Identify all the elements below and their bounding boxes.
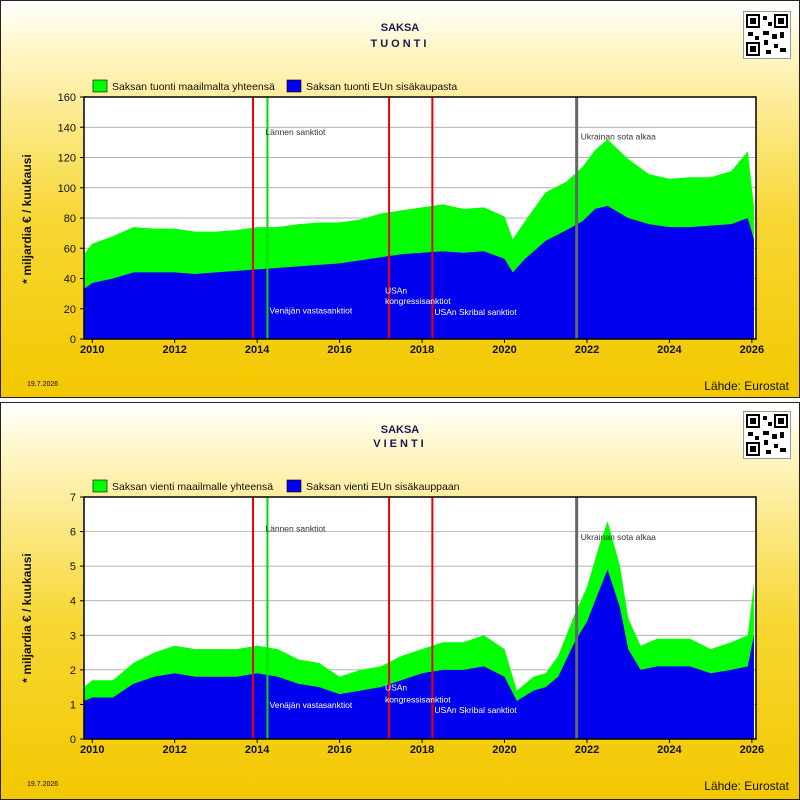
legend-swatch-eu <box>286 479 302 493</box>
y-tick-label: 1 <box>70 699 76 711</box>
source-label: Lähde: Eurostat <box>704 779 789 793</box>
date-stamp: 19.7.2026 <box>27 781 59 788</box>
y-tick-label: 4 <box>70 596 76 608</box>
chart-subtitle: VIENTI <box>373 438 427 450</box>
x-tick-label: 2020 <box>492 344 516 356</box>
x-tick-label: 2018 <box>410 744 434 756</box>
x-tick-label: 2022 <box>575 344 599 356</box>
y-tick-label: 120 <box>58 153 76 165</box>
export-chart: Lännen sanktiot Venäjän vastasanktiot USAn… <box>20 479 764 756</box>
x-tick-label: 2018 <box>410 344 434 356</box>
y-tick-label: 20 <box>64 304 76 316</box>
qr-code-icon <box>743 411 791 459</box>
annotation-label: Venäjän vastasanktiot <box>270 305 353 315</box>
export-chart-panel: SAKSA VIENTI Lännen sanktiot Venäjän vast… <box>0 402 800 800</box>
x-tick-label: 2012 <box>162 344 186 356</box>
x-tick-label: 2024 <box>657 344 682 356</box>
x-tick-label: 2026 <box>740 744 764 756</box>
annotation-label: Lännen sanktiot <box>265 524 326 534</box>
y-tick-label: 2 <box>70 665 76 677</box>
plot-frame <box>83 496 757 740</box>
annotation-label: kongressisanktiot <box>385 296 451 306</box>
legend-label-eu: Saksan vienti EUn sisäkauppaan <box>306 481 460 493</box>
y-tick-label: 100 <box>58 183 76 195</box>
annotation-label: kongressisanktiot <box>385 695 451 705</box>
legend-label-total: Saksan vienti maailmalle yhteensä <box>112 481 273 493</box>
annotation-label: USAn Skribal sanktiot <box>434 705 517 715</box>
x-tick-label: 2014 <box>245 344 270 356</box>
x-tick-label: 2016 <box>327 344 351 356</box>
x-tick-label: 2010 <box>80 744 104 756</box>
y-axis-label: * miljardia € / kuukausi <box>20 553 34 682</box>
annotation-label: Lännen sanktiot <box>265 127 326 137</box>
chart-title: SAKSA <box>380 424 420 436</box>
legend-swatch-eu <box>286 79 302 93</box>
y-tick-label: 40 <box>64 274 76 286</box>
annotation-label: Ukrainan sota alkaa <box>581 131 656 141</box>
chart-subtitle: TUONTI <box>370 38 430 50</box>
y-tick-label: 140 <box>58 122 76 134</box>
annotation-label: USAn <box>385 286 407 296</box>
y-tick-label: 7 <box>70 492 76 504</box>
x-tick-label: 2024 <box>657 744 682 756</box>
x-tick-label: 2012 <box>162 744 186 756</box>
annotation-label: USAn <box>385 683 407 693</box>
x-tick-label: 2014 <box>245 744 270 756</box>
legend-swatch-total <box>92 479 108 493</box>
annotation-label: Venäjän vastasanktiot <box>270 700 353 710</box>
y-axis-label: * miljardia € / kuukausi <box>20 154 34 283</box>
source-label: Lähde: Eurostat <box>704 379 789 393</box>
legend-label-total: Saksan tuonti maailmalta yhteensä <box>112 81 275 93</box>
qr-code-icon <box>743 11 791 59</box>
legend-label-eu: Saksan tuonti EUn sisäkaupasta <box>306 81 457 93</box>
legend-swatch-total <box>92 79 108 93</box>
annotation-label: Ukrainan sota alkaa <box>581 532 656 542</box>
y-tick-label: 80 <box>64 213 76 225</box>
date-stamp: 19.7.2026 <box>27 381 59 388</box>
x-tick-label: 2022 <box>575 744 599 756</box>
x-tick-label: 2010 <box>80 344 104 356</box>
y-tick-label: 6 <box>70 527 76 539</box>
y-tick-label: 3 <box>70 630 76 642</box>
y-tick-label: 60 <box>64 243 76 255</box>
x-tick-label: 2020 <box>492 744 516 756</box>
y-tick-label: 0 <box>70 334 76 346</box>
y-tick-label: 0 <box>70 734 76 746</box>
y-tick-label: 5 <box>70 561 76 573</box>
x-tick-label: 2016 <box>327 744 351 756</box>
chart-title: SAKSA <box>380 22 420 34</box>
x-tick-label: 2026 <box>740 344 764 356</box>
import-chart-panel: SAKSA TUONTI Lännen sanktiot Venäjän vast… <box>0 0 800 398</box>
annotation-label: USAn Skribal sanktiot <box>434 307 517 317</box>
y-tick-label: 160 <box>58 92 76 104</box>
import-chart: Lännen sanktiot Venäjän vastasanktiot USAn… <box>20 79 764 356</box>
series-eu-area <box>84 569 754 739</box>
series-eu-area <box>84 205 754 339</box>
